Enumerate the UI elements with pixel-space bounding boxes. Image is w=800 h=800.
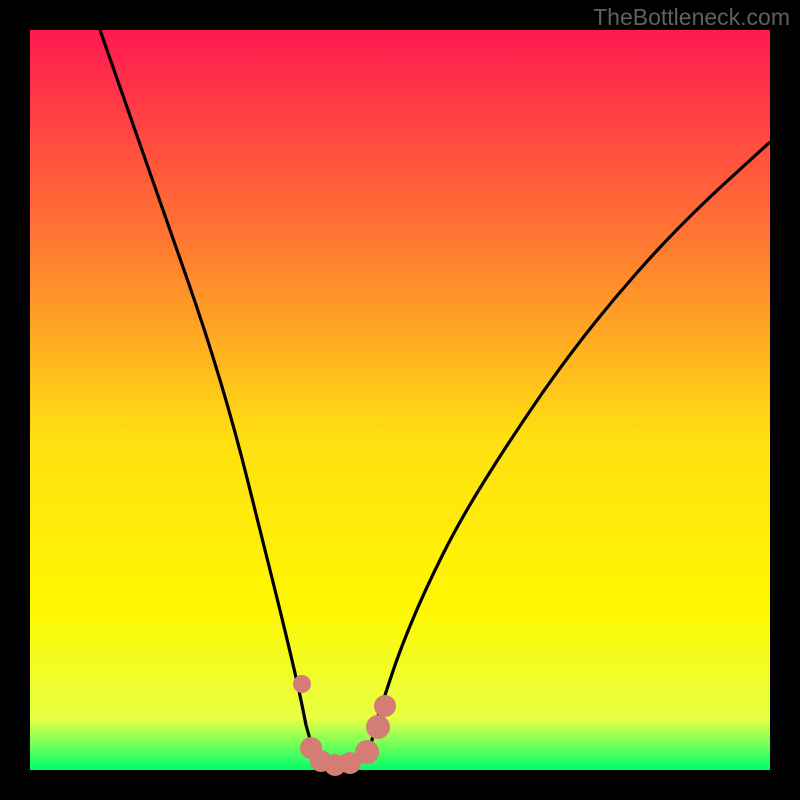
- data-marker: [355, 740, 379, 764]
- bottleneck-chart: [0, 0, 800, 800]
- data-marker: [366, 715, 390, 739]
- watermark-text: TheBottleneck.com: [593, 4, 790, 31]
- chart-container: TheBottleneck.com: [0, 0, 800, 800]
- data-marker: [293, 675, 311, 693]
- data-marker: [374, 695, 396, 717]
